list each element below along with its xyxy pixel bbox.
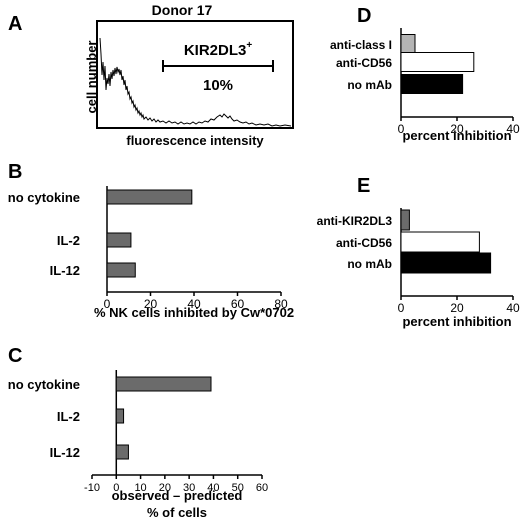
- x-tick-label: 0: [398, 301, 405, 315]
- x-tick-label: 20: [159, 482, 171, 494]
- x-tick-label: 20: [144, 297, 158, 311]
- bar: [400, 34, 416, 54]
- bar: [106, 262, 136, 278]
- category-label: anti-CD56: [336, 236, 392, 250]
- category-label: no cytokine: [8, 190, 80, 205]
- x-tick-label: 20: [450, 301, 464, 315]
- x-tick-label: 30: [183, 482, 195, 494]
- category-label: IL-12: [50, 263, 80, 278]
- x-axis-title: percent inhibition: [402, 128, 511, 143]
- panel-e-bar-chart: 0 20 40 anti-KIR2DL3 anti-CD56 no mAb percent …: [317, 208, 520, 329]
- x-tick-label: 60: [256, 482, 268, 494]
- x-tick-label: 10: [134, 482, 146, 494]
- x-axis-title: % NK cells inhibited by Cw*0702: [94, 305, 294, 320]
- x-tick-label: 40: [207, 482, 219, 494]
- bar: [400, 252, 492, 274]
- histogram-curve: [99, 37, 292, 127]
- x-tick-label: 50: [232, 482, 244, 494]
- x-axis-title: percent inhibition: [402, 314, 511, 329]
- panel-b-bar-chart: 0 20 40 60 80 no cytokine IL-2 IL-12 % NK cells …: [8, 186, 294, 320]
- x-tick-label: 60: [231, 297, 245, 311]
- x-tick-label: 80: [274, 297, 288, 311]
- bar: [400, 52, 475, 72]
- bar: [400, 209, 410, 231]
- category-label: anti-KIR2DL3: [317, 214, 393, 228]
- panel-d-bar-chart: 0 20 40 anti-class I anti-CD56 no mAb percent …: [330, 28, 520, 143]
- x-tick-label: 40: [506, 122, 520, 136]
- gate-marker: [162, 60, 274, 72]
- category-label: IL-12: [50, 445, 80, 460]
- category-label: no mAb: [347, 257, 392, 271]
- category-label: IL-2: [57, 233, 80, 248]
- panel-a-title: Donor 17: [152, 2, 213, 18]
- bar: [115, 376, 212, 392]
- x-tick-label: 0: [104, 297, 111, 311]
- x-tick-label: -10: [84, 482, 100, 494]
- x-tick-label: 0: [398, 122, 405, 136]
- histogram-ylabel: cell number: [84, 41, 99, 114]
- category-label: anti-class I: [330, 38, 392, 52]
- histogram-frame: [96, 20, 294, 129]
- bar: [106, 232, 132, 248]
- bar: [400, 74, 464, 94]
- panel-a-histogram: Donor 17 cell number fluorescence intens…: [84, 2, 294, 148]
- category-label: anti-CD56: [336, 56, 392, 70]
- x-tick-label: 0: [113, 482, 119, 494]
- bar: [115, 444, 129, 460]
- x-axis-title: observed – predicted: [112, 488, 243, 503]
- x-tick-label: 20: [450, 122, 464, 136]
- category-label: IL-2: [57, 409, 80, 424]
- panel-c-bar-chart: -10 0 10 20 30 40 50 60 no cytokine IL-2 IL-12 obse…: [8, 370, 268, 520]
- bar: [106, 189, 193, 205]
- x-axis-title-line2: % of cells: [147, 505, 207, 520]
- category-label: no cytokine: [8, 377, 80, 392]
- panel-letter-b: B: [8, 161, 22, 183]
- panel-letter-d: D: [357, 5, 371, 27]
- bar: [115, 408, 125, 424]
- panel-letter-c: C: [8, 345, 22, 367]
- panel-letter-a: A: [8, 13, 22, 35]
- x-tick-label: 40: [506, 301, 520, 315]
- x-tick-label: 40: [187, 297, 201, 311]
- histogram-xlabel: fluorescence intensity: [126, 133, 264, 148]
- gate-percent: 10%: [203, 77, 233, 94]
- bar: [400, 231, 480, 253]
- panel-letter-e: E: [357, 175, 370, 197]
- gate-label: KIR2DL3+: [184, 40, 253, 59]
- category-label: no mAb: [347, 78, 392, 92]
